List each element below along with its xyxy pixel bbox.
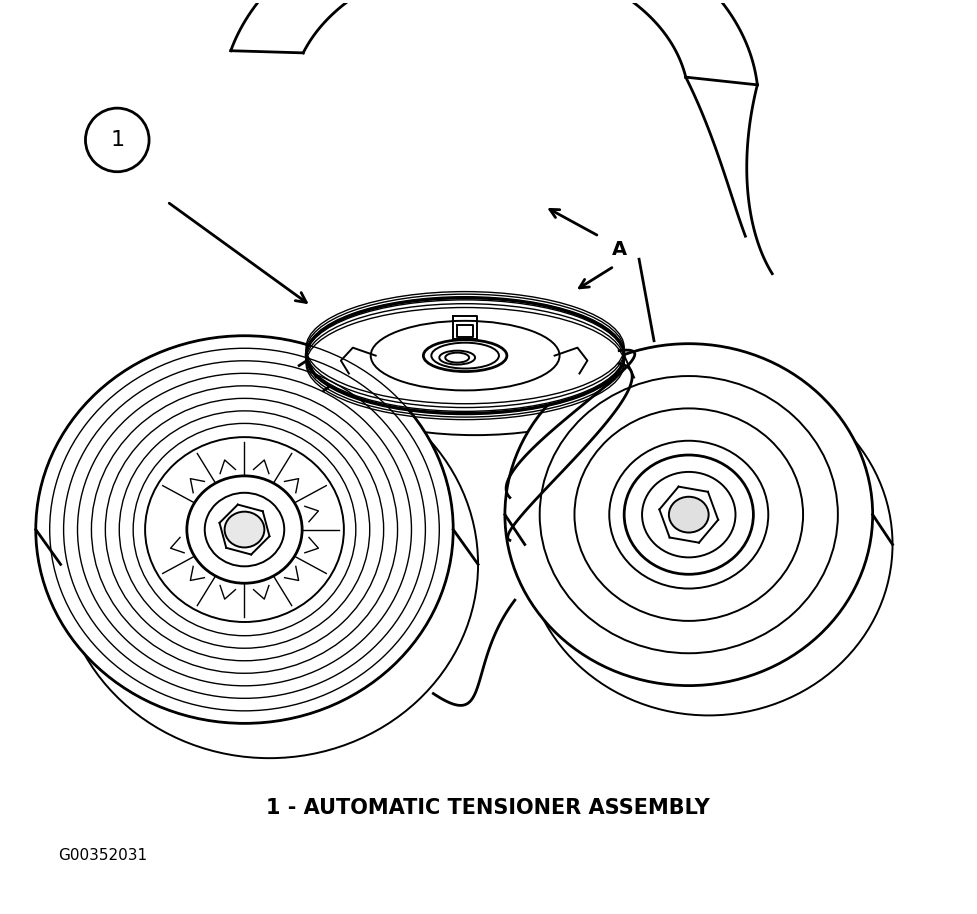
Ellipse shape: [36, 335, 453, 723]
Ellipse shape: [205, 493, 284, 567]
Circle shape: [85, 108, 149, 172]
Ellipse shape: [440, 351, 475, 365]
Text: 1 - AUTOMATIC TENSIONER ASSEMBLY: 1 - AUTOMATIC TENSIONER ASSEMBLY: [266, 798, 710, 818]
Text: 1: 1: [110, 130, 124, 150]
Ellipse shape: [187, 476, 302, 583]
Ellipse shape: [624, 455, 753, 574]
Ellipse shape: [423, 340, 507, 371]
Ellipse shape: [642, 472, 736, 558]
Ellipse shape: [61, 370, 478, 758]
Ellipse shape: [370, 321, 560, 390]
Ellipse shape: [146, 437, 344, 622]
Ellipse shape: [525, 374, 893, 716]
Ellipse shape: [446, 353, 469, 363]
Ellipse shape: [306, 298, 624, 413]
Text: A: A: [612, 239, 627, 259]
Ellipse shape: [316, 320, 634, 435]
Ellipse shape: [505, 344, 872, 686]
Text: G00352031: G00352031: [58, 848, 147, 863]
Ellipse shape: [669, 496, 708, 533]
Ellipse shape: [432, 343, 499, 368]
Ellipse shape: [225, 512, 265, 547]
